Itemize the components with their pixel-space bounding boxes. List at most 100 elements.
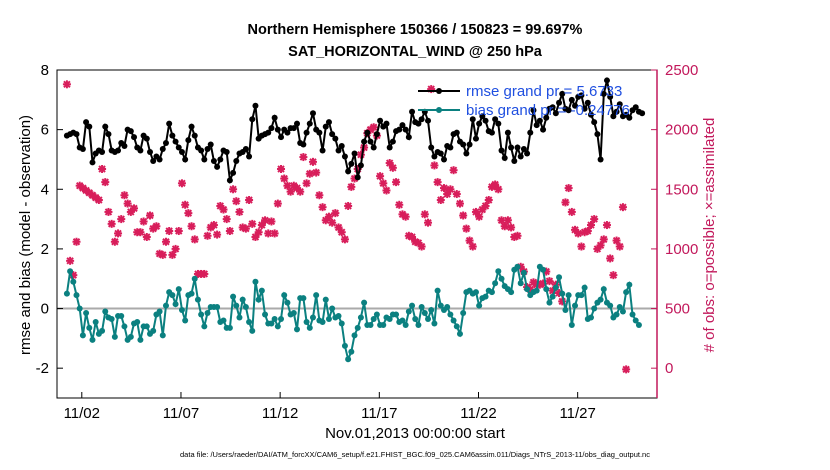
bias-point <box>591 305 598 312</box>
bias-point <box>309 314 316 321</box>
obs-point <box>452 190 461 199</box>
bias-point <box>565 292 572 299</box>
rmse-point <box>354 174 361 181</box>
obs-point <box>168 250 177 259</box>
bias-series <box>63 263 642 363</box>
bias-point <box>607 302 614 309</box>
rmse-point <box>508 144 515 151</box>
bias-point <box>274 323 281 330</box>
rmse-point <box>386 144 393 151</box>
rmse-point <box>428 144 435 151</box>
bias-point <box>252 278 259 285</box>
y-tick-label-right: 2000 <box>665 122 698 139</box>
rmse-point <box>504 129 511 136</box>
bias-point <box>99 327 106 334</box>
rmse-point <box>610 113 617 120</box>
bias-point <box>284 299 291 306</box>
rmse-point <box>543 114 550 121</box>
bias-point <box>335 313 342 319</box>
x-tick-label: 11/12 <box>262 405 298 422</box>
rmse-point <box>572 102 579 109</box>
bias-point <box>533 287 540 294</box>
rmse-point <box>639 110 646 117</box>
obs-point <box>420 210 429 219</box>
legend: rmse grand pr = 5.6733 bias grand pr = -0… <box>418 83 630 119</box>
rmse-point <box>578 92 585 99</box>
bias-point <box>373 311 380 318</box>
obs-point <box>609 271 618 280</box>
bias-point <box>405 308 412 315</box>
rmse-point <box>329 131 336 138</box>
bias-point <box>629 311 636 318</box>
obs-point <box>177 179 186 188</box>
bias-point <box>73 292 80 299</box>
rmse-point <box>549 104 556 111</box>
obs-point <box>318 203 327 212</box>
legend-entry: rmse grand pr = 5.6733 <box>466 83 622 100</box>
obs-point <box>184 209 193 218</box>
rmse-point <box>552 110 559 117</box>
obs-point <box>401 212 410 221</box>
rmse-point <box>230 169 237 176</box>
obs-point <box>561 198 570 207</box>
y-tick-label-left: 6 <box>41 122 49 139</box>
plot-background <box>57 70 657 398</box>
obs-point <box>465 236 474 245</box>
bias-point <box>568 321 575 328</box>
rmse-point <box>172 138 179 145</box>
rmse-point <box>565 107 572 114</box>
bias-point <box>143 323 150 330</box>
obs-point <box>430 161 439 170</box>
rmse-point <box>498 147 505 154</box>
obs-point <box>222 215 231 224</box>
obs-point <box>379 179 388 188</box>
rmse-point <box>616 101 623 108</box>
obs-point <box>436 196 445 205</box>
bias-point <box>204 310 211 317</box>
bias-point <box>102 308 109 315</box>
bias-point <box>86 324 93 331</box>
rmse-point <box>527 129 534 136</box>
obs-point <box>446 185 455 194</box>
rmse-point <box>201 156 208 163</box>
bias-point <box>341 342 348 349</box>
rmse-point <box>597 156 604 163</box>
bias-point <box>76 305 83 312</box>
rmse-point <box>568 96 575 103</box>
bias-point <box>409 302 416 309</box>
obs-point <box>107 219 116 228</box>
rmse-point <box>105 131 112 138</box>
bias-point <box>319 318 326 325</box>
rmse-point <box>210 157 217 164</box>
bias-point <box>460 310 467 317</box>
obs-point <box>315 191 324 200</box>
rmse-point <box>159 146 166 153</box>
rmse-point <box>587 111 594 118</box>
bias-point <box>313 292 320 299</box>
rmse-point <box>284 129 291 136</box>
y-tick-label-left: 4 <box>41 181 49 198</box>
y-tick-label-left: 2 <box>41 241 49 258</box>
obs-point <box>72 237 81 246</box>
obs-point <box>277 164 286 173</box>
obs-point <box>344 201 353 210</box>
bias-point <box>134 318 141 325</box>
rmse-point <box>530 107 537 114</box>
rmse-point <box>226 177 233 184</box>
rmse-point <box>150 157 157 164</box>
bias-point <box>370 315 377 322</box>
rmse-point <box>268 125 275 132</box>
bias-point <box>188 290 195 297</box>
obs-point <box>62 80 71 89</box>
bias-point <box>322 296 329 303</box>
obs-point <box>261 216 270 225</box>
obs-point <box>209 221 218 230</box>
axes: -2 0 2 4 6 8 0 500 1000 1500 2000 2500 11/02 11/07 11/… <box>36 62 699 422</box>
rmse-point <box>476 120 483 127</box>
rmse-point <box>472 135 479 142</box>
rmse-point <box>626 114 633 121</box>
obs-point <box>583 227 592 236</box>
bias-point <box>182 317 189 324</box>
rmse-point <box>377 117 384 124</box>
bias-point <box>169 292 176 299</box>
